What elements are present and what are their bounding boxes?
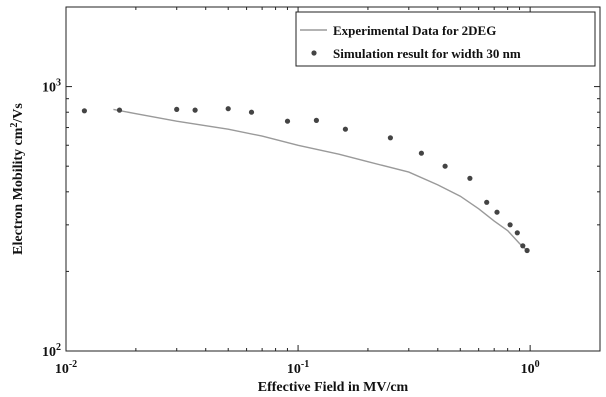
series-layer [81, 106, 530, 254]
simulation-point [174, 106, 180, 112]
x-tick-labels: 10-2 10-1 100 [55, 359, 540, 377]
simulation-point [467, 175, 473, 181]
simulation-point [418, 150, 424, 156]
simulation-point [507, 222, 513, 228]
legend-label-simulation: Simulation result for width 30 nm [333, 46, 521, 61]
simulation-point [387, 135, 393, 141]
y-axis-label: Electron Mobility cm2/Vs [9, 103, 26, 255]
x-tick-label: 10-1 [287, 359, 309, 377]
series-line-experimental [113, 108, 528, 252]
simulation-point [520, 243, 526, 249]
simulation-point [248, 109, 255, 115]
simulation-point [484, 199, 490, 205]
x-tick-label: 100 [521, 359, 540, 377]
simulation-point [514, 230, 520, 236]
simulation-point [342, 126, 348, 132]
simulation-point [313, 117, 319, 123]
axis-ticks [65, 6, 601, 352]
simulation-point [81, 108, 87, 114]
simulation-point [442, 163, 448, 169]
y-tick-label: 103 [42, 78, 61, 96]
x-axis-label: Effective Field in MV/cm [258, 380, 409, 395]
simulation-point [116, 107, 123, 113]
simulation-point [284, 118, 291, 124]
simulation-point [225, 106, 231, 112]
x-tick-label: 10-2 [55, 359, 77, 377]
legend-marker-swatch [311, 50, 317, 56]
y-axis-label-tail: /Vs [11, 103, 26, 124]
plot-frame [65, 6, 601, 352]
y-axis-label-main: Electron Mobility cm [11, 127, 26, 255]
y-tick-labels: 102 103 [42, 78, 61, 360]
simulation-point [524, 247, 530, 254]
legend: Experimental Data for 2DEG Simulation re… [295, 11, 596, 67]
y-tick-label: 102 [42, 342, 61, 360]
legend-label-experimental: Experimental Data for 2DEG [333, 23, 496, 38]
simulation-point [192, 107, 198, 113]
legend-box [295, 11, 596, 67]
simulation-point [494, 209, 500, 215]
y-axis-label-sup: 2 [9, 123, 20, 128]
